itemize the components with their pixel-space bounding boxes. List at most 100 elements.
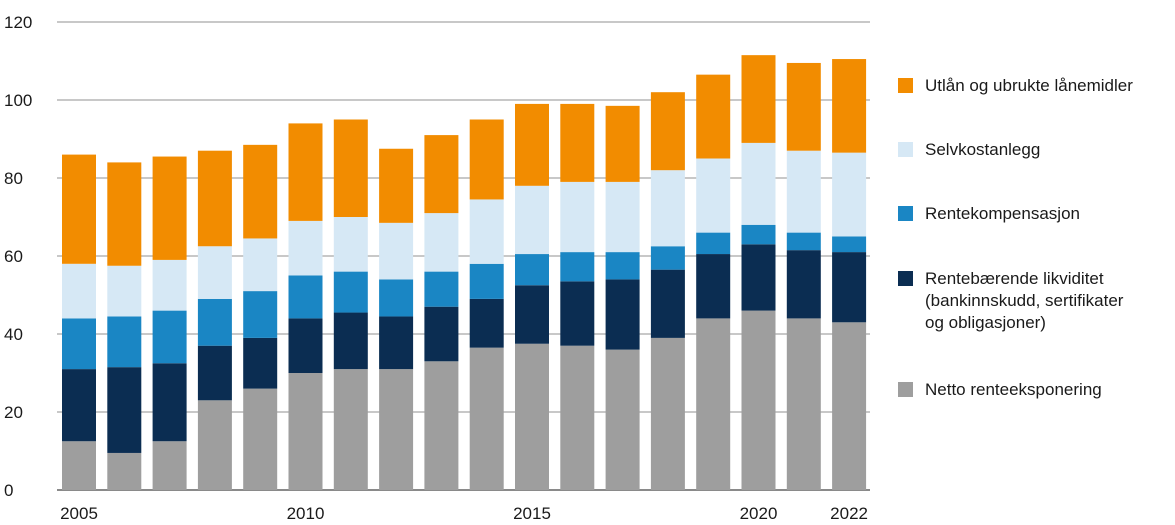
bars bbox=[62, 55, 867, 490]
y-tick-label: 20 bbox=[4, 403, 23, 422]
bar-segment bbox=[469, 347, 504, 490]
x-tick-label: 2005 bbox=[60, 504, 98, 523]
bar-segment bbox=[650, 170, 685, 247]
bar-segment bbox=[379, 369, 414, 490]
bar-segment bbox=[786, 62, 821, 151]
legend-swatch bbox=[898, 78, 913, 93]
bar-segment bbox=[696, 158, 731, 233]
bar-segment bbox=[696, 318, 731, 490]
bar-segment bbox=[515, 254, 549, 286]
bar-segment bbox=[333, 312, 368, 370]
bar-segment bbox=[605, 279, 640, 350]
bar-segment bbox=[107, 265, 142, 317]
bar-segment bbox=[741, 244, 776, 311]
bar-segment bbox=[379, 148, 414, 223]
bar-segment bbox=[741, 142, 776, 225]
bar-segment bbox=[152, 310, 187, 364]
bar-segment bbox=[786, 250, 821, 319]
bar-segment bbox=[152, 363, 187, 442]
bar-segment bbox=[197, 246, 232, 299]
bar-segment bbox=[62, 154, 96, 264]
y-tick-label: 100 bbox=[4, 91, 32, 110]
bar-segment bbox=[469, 119, 504, 200]
x-tick-label: 2010 bbox=[287, 504, 325, 523]
bar-segment bbox=[333, 271, 368, 313]
gridlines bbox=[57, 21, 870, 491]
y-tick-label: 40 bbox=[4, 325, 23, 344]
bar-segment bbox=[62, 441, 96, 490]
bar-segment bbox=[107, 367, 142, 453]
y-tick-label: 60 bbox=[4, 247, 23, 266]
bar-segment bbox=[243, 238, 278, 292]
bar-segment bbox=[469, 199, 504, 264]
y-tick-label: 80 bbox=[4, 169, 23, 188]
bar-segment bbox=[560, 281, 595, 346]
bar-segment bbox=[62, 318, 96, 370]
legend-item-rentekompensasjon: Rentekompensasjon bbox=[898, 203, 1080, 225]
bar-segment bbox=[832, 236, 867, 253]
bar-segment bbox=[650, 246, 685, 270]
y-axis-ticks: 0 20 40 60 80 100 120 bbox=[4, 13, 32, 500]
x-tick-label: 2015 bbox=[513, 504, 551, 523]
bar-segment bbox=[832, 322, 867, 490]
bar-segment bbox=[560, 181, 595, 253]
bar-segment bbox=[197, 345, 232, 401]
x-axis-ticks: 2005 2010 2015 2020 2022 bbox=[60, 504, 868, 523]
bar-segment bbox=[62, 263, 96, 319]
bar-segment bbox=[832, 59, 867, 153]
bar-segment bbox=[243, 291, 278, 338]
legend-item-utlan: Utlån og ubrukte lånemidler bbox=[898, 75, 1133, 97]
bar-segment bbox=[696, 74, 731, 159]
bar-segment bbox=[424, 271, 459, 307]
bar-segment bbox=[288, 373, 323, 490]
bar-segment bbox=[288, 220, 323, 276]
legend: Utlån og ubrukte lånemidler Selvkostanle… bbox=[898, 0, 1175, 525]
bar-segment bbox=[786, 318, 821, 490]
bar-segment bbox=[560, 252, 595, 282]
bar-segment bbox=[107, 162, 142, 266]
bar-segment bbox=[333, 369, 368, 490]
y-tick-label: 0 bbox=[4, 481, 13, 500]
bar-segment bbox=[152, 441, 187, 490]
bar-segment bbox=[515, 285, 549, 344]
bar-segment bbox=[288, 275, 323, 319]
bar-segment bbox=[560, 103, 595, 182]
bar-segment bbox=[288, 318, 323, 373]
bar-segment bbox=[605, 181, 640, 253]
bar-segment bbox=[243, 337, 278, 389]
legend-swatch bbox=[898, 206, 913, 221]
y-tick-label: 120 bbox=[4, 13, 32, 32]
bar-segment bbox=[741, 310, 776, 490]
bar-segment bbox=[786, 232, 821, 251]
bar-segment bbox=[152, 259, 187, 311]
bar-segment bbox=[741, 55, 776, 143]
legend-label: Selvkostanlegg bbox=[925, 140, 1041, 159]
bar-segment bbox=[197, 400, 232, 490]
bar-segment bbox=[107, 316, 142, 368]
bar-segment bbox=[333, 217, 368, 272]
legend-item-selvkostanlegg: Selvkostanlegg bbox=[898, 139, 1040, 161]
legend-label: Netto renteeksponering bbox=[925, 380, 1102, 399]
stacked-bar-chart: 0 20 40 60 80 100 120 2005 2010 2015 2020 2022 bbox=[4, 13, 870, 523]
legend-label: Rentebærende likviditet (bankinnskudd, s… bbox=[925, 269, 1124, 332]
bar-segment bbox=[197, 150, 232, 247]
bar-segment bbox=[243, 388, 278, 490]
bar-segment bbox=[333, 119, 368, 217]
bar-segment bbox=[469, 298, 504, 348]
bar-segment bbox=[696, 232, 731, 255]
legend-label: Rentekompensasjon bbox=[925, 204, 1080, 223]
bar-segment bbox=[560, 345, 595, 490]
bar-segment bbox=[786, 150, 821, 233]
bar-segment bbox=[605, 349, 640, 490]
bar-segment bbox=[379, 279, 414, 317]
bar-segment bbox=[650, 337, 685, 490]
legend-item-rentebaerende-likviditet: Rentebærende likviditet (bankinnskudd, s… bbox=[898, 268, 1123, 334]
bar-segment bbox=[515, 343, 549, 490]
bar-segment bbox=[107, 452, 142, 490]
bar-segment bbox=[288, 123, 323, 221]
bar-segment bbox=[650, 269, 685, 338]
bar-segment bbox=[424, 213, 459, 272]
x-tick-label: 2020 bbox=[740, 504, 778, 523]
bar-segment bbox=[515, 185, 549, 255]
bar-segment bbox=[469, 263, 504, 299]
